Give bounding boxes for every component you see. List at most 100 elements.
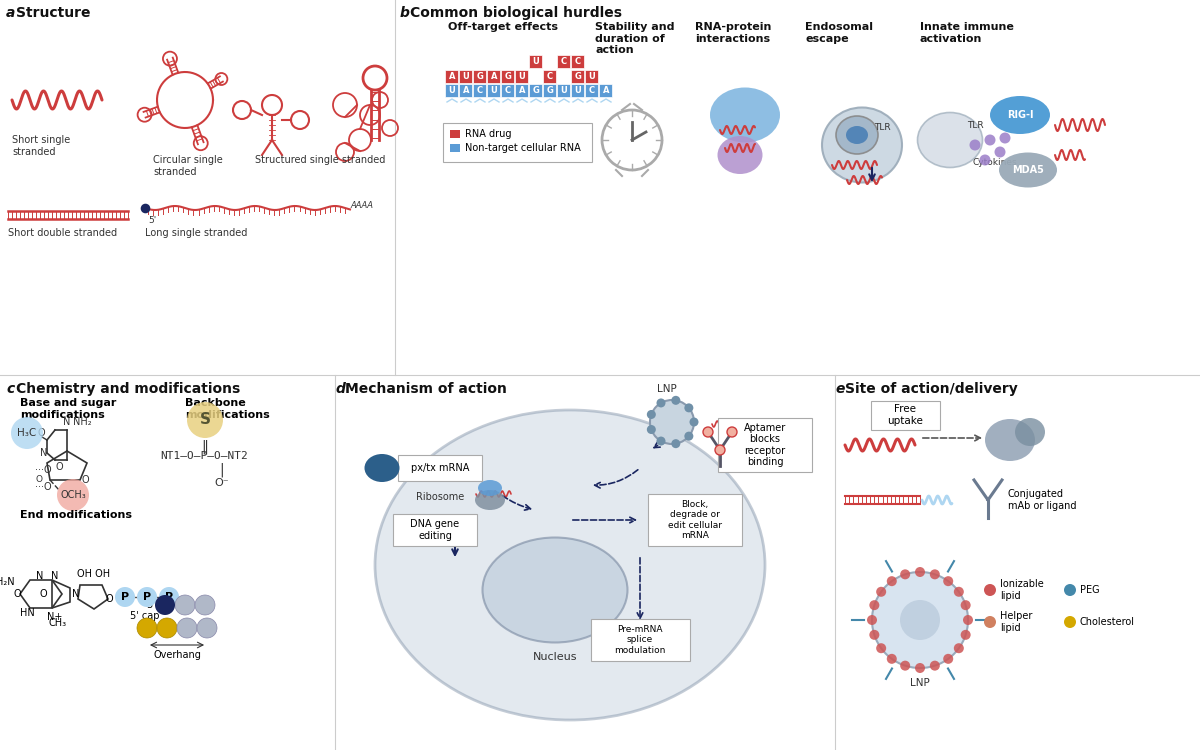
Text: P: P bbox=[143, 592, 151, 602]
FancyBboxPatch shape bbox=[718, 418, 812, 472]
Text: O: O bbox=[36, 476, 43, 484]
Circle shape bbox=[187, 402, 223, 438]
Text: OCH₃: OCH₃ bbox=[60, 490, 86, 500]
Text: A: A bbox=[602, 86, 610, 95]
Text: C: C bbox=[589, 86, 595, 95]
Text: Free
uptake: Free uptake bbox=[887, 404, 923, 426]
Text: a: a bbox=[6, 6, 16, 20]
Circle shape bbox=[961, 600, 971, 610]
Ellipse shape bbox=[985, 419, 1034, 461]
Circle shape bbox=[137, 618, 157, 638]
Circle shape bbox=[158, 587, 179, 607]
Text: RNA-protein
interactions: RNA-protein interactions bbox=[695, 22, 772, 44]
Text: HN: HN bbox=[19, 608, 35, 618]
Text: Pre-mRNA
splice
modulation: Pre-mRNA splice modulation bbox=[614, 625, 666, 655]
Text: O: O bbox=[37, 428, 46, 438]
Text: U: U bbox=[518, 72, 526, 81]
FancyBboxPatch shape bbox=[542, 70, 556, 83]
FancyBboxPatch shape bbox=[870, 400, 940, 430]
Circle shape bbox=[155, 595, 175, 615]
Text: A: A bbox=[463, 86, 469, 95]
Circle shape bbox=[995, 146, 1006, 158]
Circle shape bbox=[984, 134, 996, 146]
Circle shape bbox=[869, 630, 880, 640]
Text: O: O bbox=[106, 594, 113, 604]
Text: Structured single stranded: Structured single stranded bbox=[256, 155, 385, 165]
Text: Stability and
duration of
action: Stability and duration of action bbox=[595, 22, 674, 56]
FancyBboxPatch shape bbox=[450, 144, 460, 152]
Ellipse shape bbox=[822, 107, 902, 182]
Text: Cytokines: Cytokines bbox=[973, 158, 1018, 167]
FancyBboxPatch shape bbox=[515, 84, 528, 97]
Text: U: U bbox=[533, 57, 539, 66]
FancyBboxPatch shape bbox=[445, 84, 458, 97]
Point bbox=[136, 202, 155, 214]
FancyBboxPatch shape bbox=[586, 84, 598, 97]
Text: O: O bbox=[82, 475, 89, 485]
Circle shape bbox=[137, 587, 157, 607]
Text: Backbone
modifications: Backbone modifications bbox=[185, 398, 270, 419]
Ellipse shape bbox=[990, 96, 1050, 134]
Circle shape bbox=[900, 661, 910, 670]
Text: RIG-I: RIG-I bbox=[1007, 110, 1033, 120]
Text: H₃C: H₃C bbox=[17, 428, 37, 438]
Text: S: S bbox=[199, 413, 210, 428]
Text: Common biological hurdles: Common biological hurdles bbox=[410, 6, 622, 20]
Ellipse shape bbox=[718, 136, 762, 174]
Circle shape bbox=[690, 418, 698, 427]
Text: NT1—O—P—O—NT2: NT1—O—P—O—NT2 bbox=[160, 451, 247, 461]
Circle shape bbox=[943, 576, 953, 586]
Text: d: d bbox=[335, 382, 344, 396]
Text: O: O bbox=[55, 462, 62, 472]
Circle shape bbox=[671, 440, 680, 448]
FancyBboxPatch shape bbox=[487, 84, 500, 97]
Text: C: C bbox=[505, 86, 511, 95]
FancyBboxPatch shape bbox=[443, 123, 592, 162]
FancyBboxPatch shape bbox=[542, 84, 556, 97]
Text: End modifications: End modifications bbox=[20, 510, 132, 520]
Ellipse shape bbox=[1015, 418, 1045, 446]
Text: LNP: LNP bbox=[658, 384, 677, 394]
Circle shape bbox=[58, 479, 89, 511]
FancyBboxPatch shape bbox=[515, 70, 528, 83]
Text: NH₂: NH₂ bbox=[73, 417, 91, 427]
Text: |: | bbox=[220, 463, 224, 477]
Text: Long single stranded: Long single stranded bbox=[145, 228, 247, 238]
Circle shape bbox=[984, 584, 996, 596]
Text: DNA gene
editing: DNA gene editing bbox=[410, 519, 460, 541]
Circle shape bbox=[984, 616, 996, 628]
FancyBboxPatch shape bbox=[557, 55, 570, 68]
Circle shape bbox=[194, 595, 215, 615]
Text: TLR: TLR bbox=[967, 121, 983, 130]
Text: U: U bbox=[449, 86, 455, 95]
Ellipse shape bbox=[475, 490, 505, 510]
Circle shape bbox=[900, 569, 910, 579]
Text: Block,
degrade or
edit cellular
mRNA: Block, degrade or edit cellular mRNA bbox=[668, 500, 722, 540]
Circle shape bbox=[970, 140, 980, 151]
Ellipse shape bbox=[998, 152, 1057, 188]
Text: e: e bbox=[835, 382, 845, 396]
Circle shape bbox=[964, 615, 973, 625]
FancyBboxPatch shape bbox=[529, 55, 542, 68]
Circle shape bbox=[157, 618, 178, 638]
Text: b: b bbox=[400, 6, 410, 20]
FancyBboxPatch shape bbox=[487, 70, 500, 83]
Text: Conjugated
mAb or ligand: Conjugated mAb or ligand bbox=[1008, 489, 1076, 511]
Text: P: P bbox=[121, 592, 130, 602]
Text: A: A bbox=[518, 86, 526, 95]
Circle shape bbox=[11, 417, 43, 449]
Text: CH₃: CH₃ bbox=[49, 618, 67, 628]
Circle shape bbox=[727, 427, 737, 437]
Circle shape bbox=[916, 663, 925, 673]
FancyBboxPatch shape bbox=[398, 455, 482, 481]
FancyBboxPatch shape bbox=[529, 84, 542, 97]
FancyBboxPatch shape bbox=[502, 84, 514, 97]
Circle shape bbox=[954, 644, 964, 653]
Text: N: N bbox=[40, 448, 47, 458]
Circle shape bbox=[866, 615, 877, 625]
Text: px/tx mRNA: px/tx mRNA bbox=[410, 463, 469, 473]
Circle shape bbox=[930, 569, 940, 579]
Ellipse shape bbox=[918, 112, 983, 167]
Ellipse shape bbox=[365, 454, 400, 482]
Text: N: N bbox=[52, 571, 59, 581]
